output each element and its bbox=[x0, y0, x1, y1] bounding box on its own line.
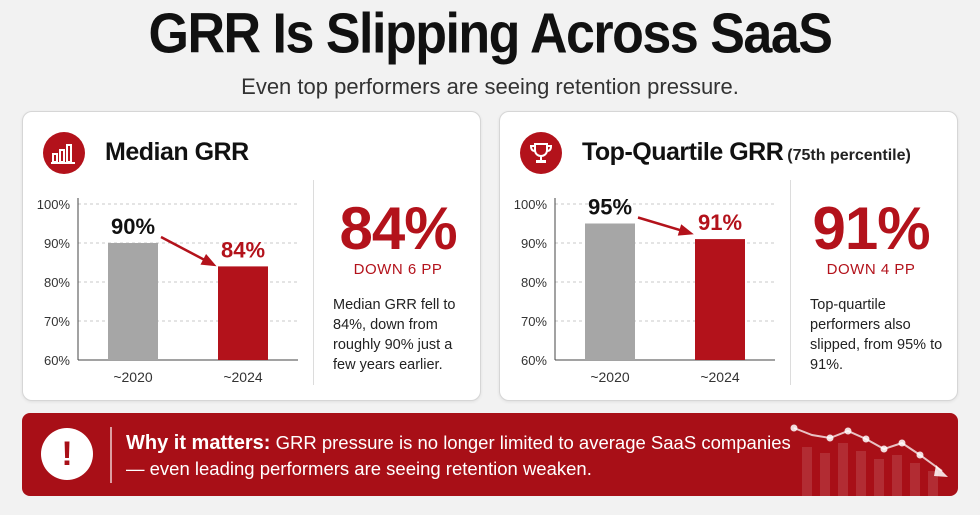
top-quartile-grr-chart: 60% 70% 80% 90% 100% 95% ~2020 91% ~2024 bbox=[514, 195, 775, 385]
bar bbox=[695, 239, 745, 360]
bar bbox=[108, 243, 158, 360]
banner-divider bbox=[110, 427, 112, 483]
banner-body: GRR pressure is no longer limited to ave… bbox=[126, 432, 791, 479]
y-tick-label: 70% bbox=[521, 314, 547, 329]
decline-arrowhead bbox=[200, 253, 217, 267]
big-stat: 84% bbox=[339, 195, 457, 262]
y-tick-label: 60% bbox=[521, 353, 547, 368]
exclamation-icon: ! bbox=[41, 428, 93, 480]
bar bbox=[218, 266, 268, 360]
panel-title: Top-Quartile GRR (75th percentile) bbox=[582, 138, 911, 166]
bar-data-label: 90% bbox=[111, 214, 155, 239]
panel-divider bbox=[313, 180, 314, 385]
stat-change: DOWN 4 PP bbox=[826, 261, 916, 278]
bar-chart-icon bbox=[43, 132, 85, 174]
bar-data-label: 84% bbox=[221, 237, 265, 262]
decline-arrowhead bbox=[677, 224, 694, 236]
declining-trend-icon bbox=[790, 424, 948, 496]
y-tick-label: 90% bbox=[44, 236, 70, 251]
panel-divider bbox=[790, 180, 791, 385]
y-tick-label: 60% bbox=[44, 353, 70, 368]
big-stat: 91% bbox=[812, 195, 930, 262]
trophy-icon bbox=[520, 132, 562, 174]
y-tick-label: 100% bbox=[37, 197, 71, 212]
banner-lead: Why it matters: bbox=[126, 432, 271, 454]
stat-change: DOWN 6 PP bbox=[353, 261, 443, 278]
banner-text: Why it matters: GRR pressure is no longe… bbox=[126, 430, 806, 481]
x-tick-label: ~2020 bbox=[590, 369, 630, 385]
bar-data-label: 95% bbox=[588, 195, 632, 220]
y-tick-label: 90% bbox=[521, 236, 547, 251]
page-title: GRR Is Slipping Across SaaS bbox=[148, 2, 833, 66]
x-tick-label: ~2024 bbox=[700, 369, 740, 385]
stat-description: Median GRR fell to 84%, down from roughl… bbox=[333, 297, 456, 373]
x-tick-label: ~2020 bbox=[113, 369, 153, 385]
top-quartile-grr-panel: Top-Quartile GRR (75th percentile) 60% 70%… bbox=[499, 111, 958, 401]
panel-title: Median GRR bbox=[105, 138, 249, 166]
median-grr-panel: Median GRR 60% 70% 80% 90% 100% 90% ~2020 84% ~2… bbox=[22, 111, 481, 401]
median-grr-chart: 60% 70% 80% 90% 100% 90% ~2020 84% ~2024 bbox=[37, 197, 298, 385]
y-tick-label: 80% bbox=[521, 275, 547, 290]
bar-data-label: 91% bbox=[698, 210, 742, 235]
x-tick-label: ~2024 bbox=[223, 369, 263, 385]
why-it-matters-banner: ! Why it matters: GRR pressure is no lon… bbox=[22, 413, 958, 496]
y-tick-label: 70% bbox=[44, 314, 70, 329]
bar bbox=[585, 223, 635, 360]
y-tick-label: 80% bbox=[44, 275, 70, 290]
y-tick-label: 100% bbox=[514, 197, 548, 212]
page-subtitle: Even top performers are seeing retention… bbox=[241, 74, 739, 99]
stat-description: Top-quartile performers also slipped, fr… bbox=[810, 297, 943, 373]
